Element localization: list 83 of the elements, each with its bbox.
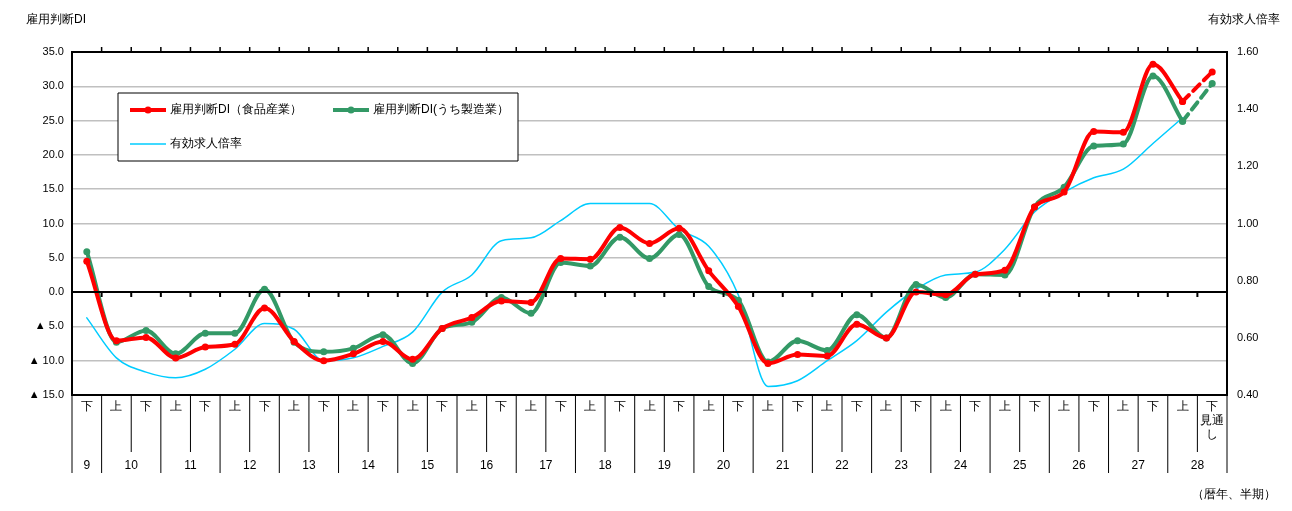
x-tick-label: 下 [495, 398, 508, 413]
x-tick-label: 上 [288, 398, 301, 413]
x-tick-label: 下 [140, 398, 153, 413]
x-tick-label: 上 [643, 398, 656, 413]
text: 27 [1131, 458, 1146, 473]
y-tick-label: 25.0 [42, 113, 64, 126]
x-tick-label: 上 [1176, 398, 1189, 413]
y2-axis-title: 有効求人倍率 [1208, 12, 1280, 27]
text: 18 [598, 458, 613, 473]
text: 26 [1072, 458, 1086, 473]
text: 24 [953, 458, 968, 473]
x-tick-label: 下 [910, 398, 923, 413]
x-tick-label: 上 [880, 398, 893, 413]
x-tick-label: 上 [169, 398, 182, 413]
text: 9 [83, 458, 91, 473]
x-tick-label: 上 [525, 398, 538, 413]
y-tick-label: 20.0 [42, 147, 64, 160]
x-tick-label: 上 [998, 398, 1011, 413]
x-tick-label: 上 [761, 398, 774, 413]
x-tick-label: 上 [465, 398, 478, 413]
y-tick-label: 10.0 [42, 216, 64, 229]
y2-tick-label: 0.60 [1237, 330, 1259, 343]
x-tick-label: 下 [80, 398, 93, 413]
y-tick-label: 5.0 [48, 250, 64, 263]
x-tick-label: 上 [1058, 398, 1071, 413]
text: 13 [302, 458, 316, 473]
x-tick-label: 下 [554, 398, 567, 413]
text: 25 [1013, 458, 1027, 473]
text: 14 [361, 458, 376, 473]
y2-tick-label: 1.20 [1237, 159, 1259, 172]
text: 12 [243, 458, 257, 473]
x-tick-label: 上 [821, 398, 834, 413]
y2-tick-label: 1.60 [1237, 45, 1259, 58]
x-axis-title: （暦年、半期） [1192, 487, 1276, 502]
x-tick-label: 下 [317, 398, 330, 413]
x-tick-label: 下 [1028, 398, 1041, 413]
x-tick-label: 下 [1087, 398, 1100, 413]
y2-tick-label: 1.40 [1237, 102, 1259, 115]
x-tick-label: 下 [969, 398, 982, 413]
x-tick-label: 上 [347, 398, 360, 413]
x-tick-label: 下 [1146, 398, 1159, 413]
text: 23 [894, 458, 909, 473]
text: 22 [835, 458, 849, 473]
y-tick-label: 0.0 [48, 285, 64, 298]
x-tick-label: 下 [258, 398, 271, 413]
text: 15 [420, 458, 435, 473]
y2-tick-label: 1.00 [1237, 216, 1259, 229]
legend-label: 有効求人倍率 [170, 136, 242, 151]
legend-label: 雇用判断DI（食品産業） [170, 102, 302, 117]
x-tick-label: 下 [850, 398, 863, 413]
legend-label: 雇用判断DI(うち製造業） [373, 102, 509, 117]
x-tick-label: 下見通し [1200, 398, 1225, 442]
x-tick-label: 上 [939, 398, 952, 413]
text: 16 [479, 458, 494, 473]
x-tick-label: 下 [791, 398, 804, 413]
x-tick-label: 下 [613, 398, 626, 413]
x-tick-label: 下 [732, 398, 745, 413]
x-tick-label: 上 [406, 398, 419, 413]
x-tick-label: 下 [436, 398, 449, 413]
text: 11 [184, 458, 198, 473]
x-tick-label: 上 [1117, 398, 1130, 413]
y-tick-label: 35.0 [42, 45, 64, 58]
x-tick-label: 上 [702, 398, 715, 413]
x-tick-label: 下 [376, 398, 389, 413]
text: 17 [539, 458, 553, 473]
x-tick-label: 下 [199, 398, 212, 413]
text: 28 [1190, 458, 1205, 473]
text: 19 [657, 458, 672, 473]
y-tick-label: 30.0 [42, 79, 64, 92]
x-tick-label: 下 [673, 398, 686, 413]
y2-tick-label: 0.80 [1237, 273, 1259, 286]
x-tick-label: 上 [110, 398, 123, 413]
y-tick-label: 15.0 [42, 182, 64, 195]
x-tick-label: 上 [584, 398, 597, 413]
x-tick-label: 上 [228, 398, 241, 413]
y2-tick-label: 0.40 [1237, 388, 1259, 401]
text: 10 [124, 458, 139, 473]
y-tick-label: ▲ 15.0 [28, 388, 64, 401]
text: 21 [776, 458, 790, 473]
text: 20 [716, 458, 731, 473]
y-axis-title: 雇用判断DI [26, 12, 86, 27]
y-tick-label: ▲ 5.0 [34, 319, 64, 332]
y-tick-label: ▲ 10.0 [28, 353, 64, 366]
